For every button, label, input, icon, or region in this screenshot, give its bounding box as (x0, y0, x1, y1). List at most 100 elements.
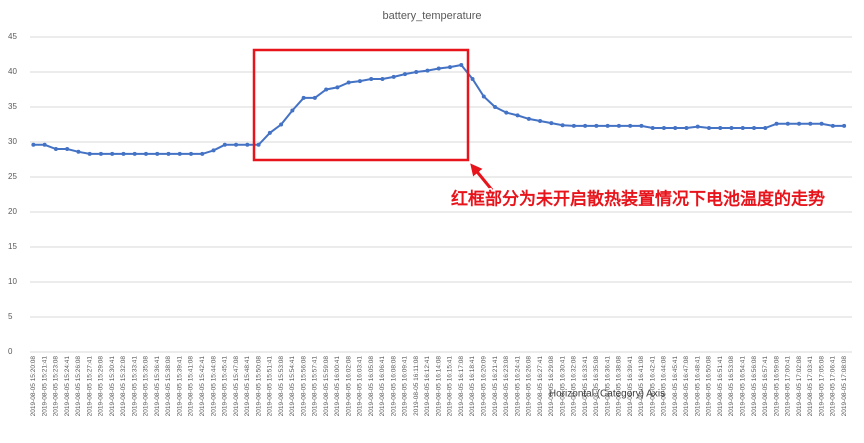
highlight-box (252, 48, 470, 162)
point (560, 123, 565, 128)
point (459, 63, 464, 67)
x-tick-label: 2019-08-05 15:54:41 (289, 356, 296, 417)
x-tick-label: 2019-08-05 16:02:08 (345, 356, 352, 417)
y-tick-label: 15 (8, 242, 17, 251)
point (155, 151, 160, 156)
point (436, 66, 441, 71)
x-tick-label: 2019-08-05 16:27:41 (537, 356, 544, 417)
point (357, 79, 362, 84)
x-tick-label: 2019-08-05 16:05:08 (368, 356, 375, 417)
x-tick-label: 2019-08-05 15:29:08 (98, 356, 105, 417)
point (369, 77, 374, 81)
x-tick-label: 2019-08-05 16:12:41 (424, 356, 431, 417)
point (763, 126, 768, 130)
x-tick-label: 2019-08-05 17:05:08 (818, 356, 825, 417)
x-tick-label: 2019-08-05 15:26:08 (75, 356, 82, 417)
x-tick-label: 2019-08-05 17:03:41 (807, 356, 814, 417)
point (639, 123, 644, 128)
point (166, 151, 171, 156)
x-tick-label: 2019-08-05 15:50:08 (255, 356, 262, 417)
point (549, 121, 554, 126)
point (673, 126, 678, 130)
point (121, 151, 126, 156)
x-tick-label: 2019-08-05 15:35:08 (143, 356, 150, 417)
point (797, 121, 802, 126)
point (189, 151, 194, 156)
x-tick-label: 2019-08-05 16:23:08 (503, 356, 510, 417)
point (245, 142, 250, 147)
point (661, 126, 666, 130)
x-tick-label: 2019-08-05 17:00:41 (785, 356, 792, 417)
y-tick-label: 45 (8, 32, 17, 41)
x-tick-label: 2019-08-05 15:24:41 (64, 356, 71, 417)
x-tick-label: 2019-08-05 16:24:41 (514, 356, 521, 417)
x-tick-label: 2019-08-05 16:33:41 (582, 356, 589, 417)
point (774, 121, 779, 126)
point (830, 123, 835, 128)
point (312, 95, 317, 100)
point (605, 123, 610, 128)
point (65, 147, 70, 151)
point (256, 142, 261, 147)
x-tick-label: 2019-08-05 15:32:08 (120, 356, 127, 417)
x-tick-label: 2019-08-05 16:57:41 (762, 356, 769, 417)
x-tick-label: 2019-08-05 16:26:08 (526, 356, 533, 417)
point (301, 95, 306, 100)
point (740, 126, 745, 130)
point (706, 126, 711, 130)
arrow (470, 163, 494, 191)
point (752, 126, 757, 130)
x-tick-label: 2019-08-05 16:38:08 (616, 356, 623, 417)
x-tick-label: 2019-08-05 15:44:08 (210, 356, 217, 417)
x-tick-label: 2019-08-05 16:29:08 (548, 356, 555, 417)
point (110, 151, 115, 156)
x-tick-label: 2019-08-05 16:39:41 (627, 356, 634, 417)
x-tick-label: 2019-08-05 16:18:41 (469, 356, 476, 417)
point (448, 65, 453, 70)
point (504, 110, 509, 115)
point (425, 68, 430, 73)
point (583, 123, 588, 128)
x-tick-label: 2019-08-05 16:51:41 (717, 356, 724, 417)
point (290, 108, 295, 113)
point (234, 142, 239, 147)
point (76, 149, 81, 154)
y-tick-label: 40 (8, 67, 17, 76)
point (31, 142, 36, 147)
point (650, 126, 655, 130)
annotation: 红框部分为未开启散热装置情况下电池温度的走势 (451, 188, 825, 208)
point (98, 151, 103, 156)
point (616, 123, 621, 128)
point (628, 123, 633, 128)
point (267, 130, 272, 135)
point (279, 122, 284, 127)
x-tick-label: 2019-08-05 15:30:41 (109, 356, 116, 417)
x-tick-label: 2019-08-05 16:06:41 (379, 356, 386, 417)
point (808, 121, 813, 126)
point (684, 126, 689, 130)
point (335, 85, 340, 90)
x-tick-label: 2019-08-05 16:15:41 (447, 356, 454, 417)
x-tick-label: 2019-08-05 16:32:08 (571, 356, 578, 417)
x-tick-label: 2019-08-05 15:45:41 (222, 356, 229, 417)
point (42, 142, 47, 147)
x-tick-label: 2019-08-05 16:47:08 (683, 356, 690, 417)
x-tick-label: 2019-08-05 16:09:41 (402, 356, 409, 417)
x-tick-label: 2019-08-05 15:59:08 (323, 356, 330, 417)
x-tick-label: 2019-08-05 15:21:41 (41, 356, 48, 417)
x-tick-label: 2019-08-05 15:23:08 (53, 356, 60, 417)
x-tick-label: 2019-08-05 16:30:41 (559, 356, 566, 417)
point (346, 80, 351, 85)
x-tick-label: 2019-08-05 16:59:08 (773, 356, 780, 417)
x-tick-label: 2019-08-05 15:57:41 (312, 356, 319, 417)
point (391, 74, 396, 79)
point (324, 87, 329, 92)
y-tick-label: 25 (8, 172, 17, 181)
point (594, 123, 599, 128)
x-tick-label: 2019-08-05 15:36:41 (154, 356, 161, 417)
point (87, 151, 92, 156)
x-tick-label: 2019-08-05 15:27:41 (86, 356, 93, 417)
x-tick-label: 2019-08-05 15:41:08 (188, 356, 195, 417)
x-tick-label: 2019-08-05 16:56:08 (751, 356, 758, 417)
